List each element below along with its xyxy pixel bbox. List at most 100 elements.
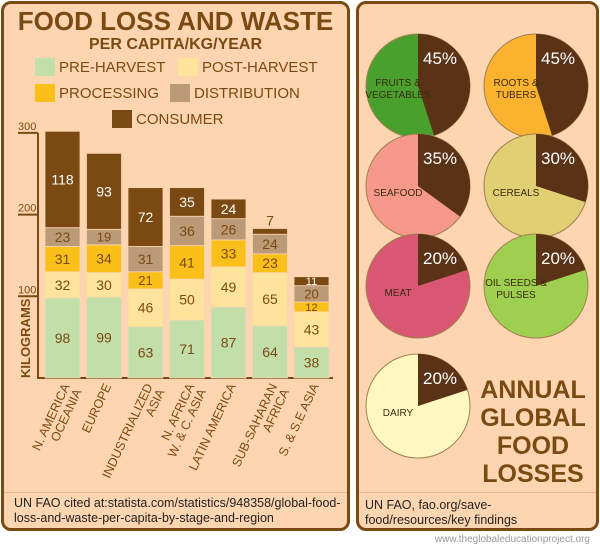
- data-label: 11: [306, 276, 317, 288]
- pie-label: CEREALS: [493, 188, 540, 199]
- bar-source: UN FAO cited at:statista.com/statistics/…: [14, 496, 341, 525]
- legend-pre-harvest: PRE-HARVEST: [35, 58, 165, 76]
- pie-label-line: VEGETABLES: [365, 90, 431, 101]
- data-label: 19: [97, 230, 111, 245]
- data-label: 34: [96, 251, 112, 267]
- pie-label: MEAT: [384, 288, 411, 299]
- pie-label: DAIRY: [383, 408, 414, 419]
- pie-label: ROOTS & TUBERS: [493, 78, 538, 101]
- pie-label-line: PULSES: [496, 290, 536, 301]
- chart-subtitle: PER CAPITA/KG/YEAR: [88, 36, 263, 53]
- data-label: 72: [138, 209, 154, 225]
- data-label: 26: [221, 221, 237, 237]
- pie-percent: 30%: [541, 149, 575, 168]
- bar-segment: [210, 266, 247, 308]
- data-label: 49: [221, 279, 237, 295]
- pie-percent: 45%: [541, 49, 575, 68]
- data-label: 31: [55, 251, 71, 267]
- data-label: 24: [262, 236, 278, 252]
- pie-label: SEAFOOD: [374, 188, 423, 199]
- data-label: 20: [304, 286, 318, 301]
- pie-percent: 20%: [541, 249, 575, 268]
- bar-segment: [169, 187, 205, 217]
- data-label: 23: [262, 255, 278, 271]
- data-label: 23: [55, 229, 71, 245]
- data-label: 98: [55, 330, 71, 346]
- data-label: 24: [221, 201, 237, 217]
- pie-label: FRUITS & VEGETABLES: [365, 78, 431, 101]
- bar-segment: [293, 346, 330, 379]
- legend-post-harvest: POST-HARVEST: [178, 58, 318, 76]
- data-label: 46: [138, 300, 154, 316]
- bar-segment: [169, 245, 205, 280]
- data-label: 93: [96, 183, 112, 199]
- legend-consumer: CONSUMER: [112, 110, 224, 128]
- bar-segment: [293, 276, 330, 287]
- divider: [4, 492, 347, 493]
- data-label: 30: [96, 277, 112, 293]
- credit: www.theglobaleducationproject.org: [434, 534, 590, 545]
- pie-label-line: CEREALS: [493, 188, 540, 199]
- legend-distribution: DISTRIBUTION: [170, 84, 300, 102]
- bar-segment: [127, 288, 164, 327]
- bar-segment: [210, 306, 247, 379]
- y-tick-label: 100: [18, 284, 36, 296]
- data-label: 65: [262, 291, 278, 307]
- chart-title: FOOD LOSS AND WASTE: [17, 6, 334, 36]
- data-label: 99: [96, 330, 112, 346]
- pie-label-line: ROOTS &: [493, 78, 538, 89]
- pie-loss-slice: [536, 34, 588, 136]
- data-label: 63: [138, 344, 154, 360]
- bar-segment: [169, 278, 205, 321]
- pie-percent: 45%: [423, 49, 457, 68]
- pie-label-line: DAIRY: [383, 408, 414, 419]
- bar-segment: [210, 198, 247, 220]
- data-label: 12: [305, 302, 317, 314]
- pie-loss-slice: [536, 134, 589, 203]
- bar-segment: [44, 246, 81, 273]
- bar-segment: [252, 325, 288, 379]
- pie-label: OIL SEEDS & PULSES: [485, 278, 547, 301]
- pie-label-line: OIL SEEDS &: [485, 278, 547, 289]
- pie-source: UN FAO, fao.org/save-food/resources/key …: [365, 498, 518, 527]
- data-label: 50: [179, 292, 195, 308]
- bar-segment: [252, 272, 288, 327]
- pie-label-line: TUBERS: [496, 90, 537, 101]
- divider: [359, 492, 596, 493]
- pie-label-line: FRUITS &: [375, 78, 421, 89]
- bar-segment: [169, 215, 205, 247]
- pie-percent: 20%: [423, 369, 457, 388]
- bar-segment: [44, 297, 81, 379]
- data-label: 21: [138, 273, 152, 288]
- data-label: 35: [179, 194, 195, 210]
- data-label: 38: [304, 354, 320, 370]
- legend-processing: PROCESSING: [35, 84, 159, 102]
- bar-segment: [252, 228, 288, 235]
- data-label: 31: [138, 251, 154, 267]
- bar-segment: [86, 272, 122, 298]
- y-tick-label: 300: [18, 121, 36, 133]
- data-label: 36: [179, 223, 195, 239]
- pie-percent: 20%: [423, 249, 457, 268]
- bar-segment: [127, 326, 164, 379]
- pie-title: ANNUAL GLOBAL FOOD LOSSES: [480, 376, 586, 488]
- bar-segment: [44, 271, 81, 299]
- data-label: 7: [266, 212, 274, 228]
- pie-loss-slice: [418, 354, 468, 406]
- bar-segment: [293, 311, 330, 348]
- data-label: 118: [51, 171, 74, 187]
- bar-segment: [210, 239, 247, 268]
- bar-segment: [44, 130, 81, 229]
- bar-segment: [169, 319, 205, 379]
- data-label: 32: [55, 277, 71, 293]
- bar-segment: [127, 187, 164, 247]
- bar-segment: [86, 152, 122, 230]
- data-label: 87: [221, 334, 237, 350]
- y-tick-label: 200: [18, 203, 36, 215]
- data-label: 33: [221, 245, 237, 261]
- data-label: 64: [262, 344, 278, 360]
- pie-loss-slice: [418, 34, 470, 136]
- bar-segment: [86, 296, 122, 379]
